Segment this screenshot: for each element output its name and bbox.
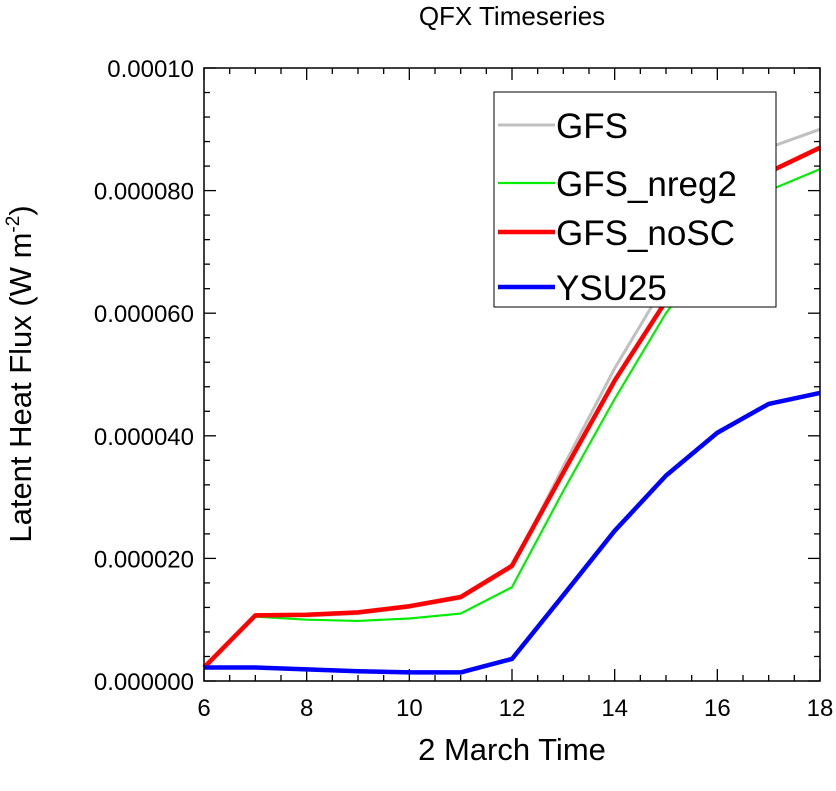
x-tick-label: 6: [197, 695, 210, 722]
legend-items: GFS GFS_nreg2 GFS_noSC YSU25: [498, 107, 737, 308]
y-axis-label: Latent Heat Flux (W m-2): [3, 205, 38, 542]
legend-label: GFS: [556, 107, 628, 146]
y-axis-label-close: ): [3, 205, 38, 215]
x-tick-label: 10: [396, 695, 423, 722]
y-tick-label: 0.000060: [94, 301, 194, 328]
x-axis-label: 2 March Time: [418, 732, 606, 767]
y-tick-label: 0.000000: [94, 669, 194, 696]
legend-label: YSU25: [556, 269, 667, 308]
x-tick-label: 8: [300, 695, 313, 722]
plot-frame: [203, 67, 821, 682]
x-tick-labels: 6 8 10 12 14 16 18: [197, 695, 833, 722]
x-tick-label: 16: [704, 695, 731, 722]
y-tick-label: 0.000020: [94, 546, 194, 573]
legend: GFS GFS_nreg2 GFS_noSC YSU25: [493, 91, 777, 308]
x-tick-label: 18: [807, 695, 834, 722]
chart-title: QFX Timeseries: [419, 1, 605, 31]
y-tick-label: 0.00010: [107, 56, 194, 83]
y-axis-label-text: Latent Heat Flux (W m: [3, 233, 38, 543]
y-axis-label-superscript: -2: [3, 216, 24, 233]
y-tick-label: 0.000080: [94, 179, 194, 206]
y-tick-label: 0.000040: [94, 424, 194, 451]
legend-box: [493, 91, 777, 308]
series-line-ysu25: [204, 390, 821, 675]
legend-label: GFS_noSC: [556, 214, 735, 253]
y-tick-labels: 0.000000 0.000020 0.000040 0.000060 0.000080…: [94, 56, 194, 696]
x-tick-label: 14: [601, 695, 628, 722]
x-tick-label: 12: [499, 695, 526, 722]
legend-label: GFS_nreg2: [556, 165, 737, 204]
